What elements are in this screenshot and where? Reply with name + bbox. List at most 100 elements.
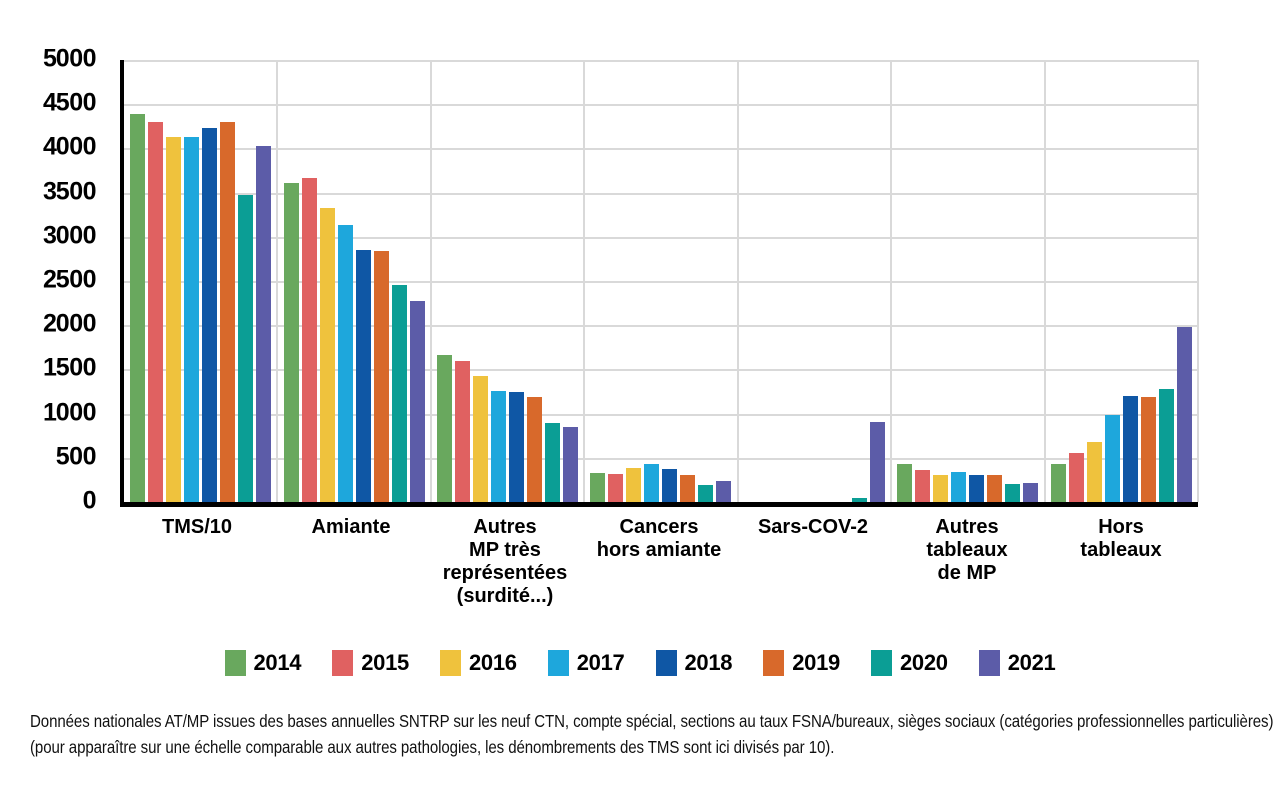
y-tick-0: 0 <box>82 486 97 515</box>
legend-label-2016: 2016 <box>469 650 517 675</box>
bar-2015 <box>1068 452 1084 502</box>
bar-2015 <box>915 470 931 502</box>
bar-2021 <box>716 480 732 502</box>
y-tick-3000: 3 000 <box>42 221 97 250</box>
y-tick-4000: 4 000 <box>42 132 97 161</box>
bar-group-3 <box>431 60 584 502</box>
y-tick-2000: 2 000 <box>42 309 97 338</box>
bar-2017 <box>184 136 200 502</box>
bar-2017 <box>951 472 967 502</box>
bar-2015 <box>301 177 317 502</box>
y-tick-5000: 5 000 <box>42 44 97 73</box>
x-label-line: tableaux <box>926 539 1008 561</box>
x-label-line: MP très <box>469 539 541 561</box>
bar-2016 <box>626 467 642 502</box>
legend-item-2020: 2020 <box>871 650 948 676</box>
bar-2018 <box>202 128 218 502</box>
y-tick-1500: 1 500 <box>42 353 97 382</box>
bar-2014 <box>1050 464 1066 502</box>
footnote-line-2: (pour apparaître sur une échelle compara… <box>30 737 835 757</box>
x-label-line: TMS/10 <box>161 516 233 538</box>
bar-2020 <box>1005 484 1021 502</box>
bar-2019 <box>527 396 543 502</box>
bar-2019 <box>220 121 236 502</box>
legend-item-2017: 2017 <box>547 650 625 676</box>
bar-group-4 <box>584 60 737 502</box>
bar-2021 <box>409 301 425 502</box>
plot-inner <box>124 60 1199 502</box>
y-tick-1000: 1 000 <box>42 397 97 426</box>
gridline-v-3 <box>583 60 586 502</box>
bar-2021 <box>1176 326 1192 502</box>
bar-2018 <box>355 250 371 502</box>
bar-2014 <box>130 113 146 502</box>
footnote-line-1: Données nationales AT/MP issues des base… <box>30 711 1274 731</box>
x-label-3: Autres MP très représentées (surdité...) <box>443 516 568 608</box>
x-label-line: hors amiante <box>596 539 722 561</box>
gridline-h-2500 <box>124 281 1198 283</box>
legend-swatch-2014 <box>224 650 246 676</box>
bar-2017 <box>337 225 353 502</box>
x-label-5: Sars-COV-2 <box>758 516 868 539</box>
bar-2020 <box>1158 388 1174 502</box>
gridline-h-3000 <box>124 236 1198 239</box>
bar-2015 <box>148 121 164 502</box>
bar-2021 <box>1023 483 1039 502</box>
legend-swatch-2018 <box>655 650 677 676</box>
y-tick-500: 500 <box>55 442 97 471</box>
x-label-1: TMS/10 <box>162 516 232 539</box>
bar-2019 <box>373 250 389 502</box>
legend-swatch-2015 <box>332 650 354 676</box>
gridline-h-4000 <box>124 148 1198 151</box>
bar-2014 <box>437 355 453 502</box>
bar-2020 <box>851 498 867 502</box>
bar-2014 <box>590 472 606 502</box>
legend-item-2014: 2014 <box>224 650 302 676</box>
bar-2015 <box>608 474 624 502</box>
x-label-line: tableaux <box>1080 539 1162 561</box>
gridline-v-5 <box>890 60 893 502</box>
gridline-v-2 <box>429 60 432 502</box>
y-tick-2500: 2 500 <box>42 265 97 294</box>
x-label-line: Amiante <box>311 516 391 538</box>
x-label-2: Amiante <box>312 516 391 539</box>
x-label-line: Hors <box>1098 516 1144 538</box>
gridline-v-6 <box>1043 60 1046 502</box>
legend-item-2018: 2018 <box>655 650 733 676</box>
bar-2018 <box>969 475 985 502</box>
gridline-v-1 <box>276 60 279 502</box>
bar-2020 <box>391 284 407 502</box>
bar-2017 <box>491 390 507 502</box>
bar-2016 <box>933 475 949 502</box>
legend-swatch-2021 <box>978 650 1000 676</box>
bar-2017 <box>1104 415 1120 502</box>
x-label-line: Cancers <box>619 516 699 538</box>
legend-label-2019: 2019 <box>792 650 840 675</box>
legend-swatch-2017 <box>547 650 569 676</box>
bar-2021 <box>256 145 272 502</box>
gridline-h-4500 <box>124 104 1198 107</box>
x-label-line: Sars-COV-2 <box>757 516 869 538</box>
x-label-line: de MP <box>937 562 997 584</box>
x-label-line: Autres <box>935 516 999 538</box>
legend-label-2018: 2018 <box>684 650 733 675</box>
gridline-h-5000 <box>124 60 1198 62</box>
legend-item-2015: 2015 <box>332 650 409 676</box>
bar-2021 <box>563 426 579 502</box>
bar-2014 <box>897 464 913 502</box>
x-label-line: (surdité...) <box>456 585 554 607</box>
bar-group-5 <box>738 60 891 502</box>
gridline-h-3500 <box>124 192 1198 195</box>
gridline-h-2000 <box>124 325 1198 328</box>
bar-2019 <box>987 475 1003 502</box>
bar-2016 <box>166 136 182 502</box>
bar-2019 <box>1140 396 1156 502</box>
x-label-4: Cancers hors amiante <box>597 516 721 562</box>
bar-2018 <box>1122 396 1138 502</box>
legend-label-2017: 2017 <box>576 650 625 675</box>
bar-group-2 <box>277 60 430 502</box>
gridline-h-1000 <box>124 413 1198 416</box>
gridline-h-500 <box>124 457 1198 460</box>
bar-2021 <box>869 421 885 502</box>
